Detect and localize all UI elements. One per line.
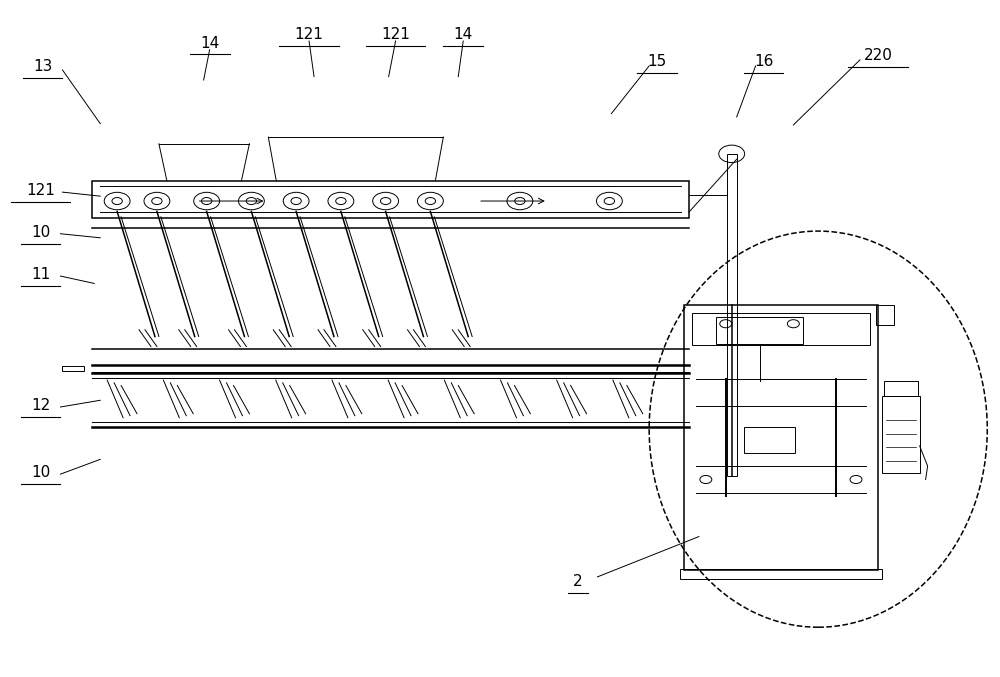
Text: 220: 220 xyxy=(863,48,892,64)
Text: 121: 121 xyxy=(381,27,410,42)
Text: 11: 11 xyxy=(31,267,50,282)
Bar xyxy=(684,305,878,570)
Bar xyxy=(62,366,84,371)
Bar xyxy=(727,154,737,476)
Text: 16: 16 xyxy=(754,54,773,69)
Text: 10: 10 xyxy=(31,465,50,480)
Bar xyxy=(882,395,920,473)
Text: 15: 15 xyxy=(647,54,667,69)
Bar xyxy=(716,317,803,344)
Text: 121: 121 xyxy=(26,183,55,198)
Text: 13: 13 xyxy=(33,59,52,74)
Bar xyxy=(92,181,689,217)
Bar xyxy=(692,313,870,345)
Text: 14: 14 xyxy=(454,27,473,42)
Bar xyxy=(884,380,918,395)
Bar xyxy=(876,305,894,325)
Text: 12: 12 xyxy=(31,398,50,413)
Bar xyxy=(680,569,882,579)
Text: 14: 14 xyxy=(200,36,219,51)
Text: 2: 2 xyxy=(573,574,582,589)
Text: 121: 121 xyxy=(295,27,324,42)
Bar xyxy=(744,427,795,453)
Text: 10: 10 xyxy=(31,225,50,240)
